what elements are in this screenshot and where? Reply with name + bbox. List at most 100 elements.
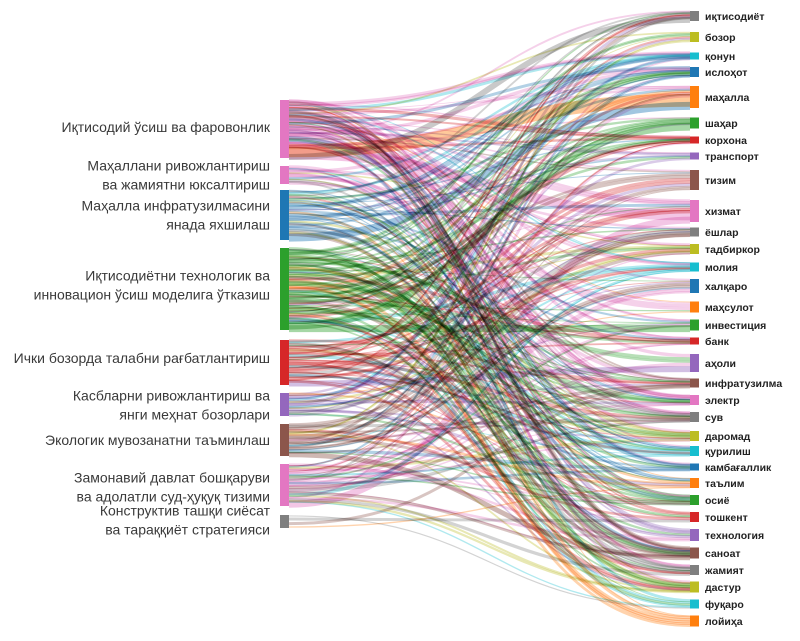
source-label: ва адолатли суд-ҳуқуқ тизими [77, 489, 270, 505]
source-label: Конструктив ташқи сиёсат [100, 503, 271, 519]
flow-link [288, 269, 691, 497]
flow-link [288, 16, 691, 160]
target-node-21 [690, 431, 699, 441]
source-label: Иқтисодий ўсиш ва фаровонлик [62, 119, 271, 135]
flow-link [288, 409, 691, 440]
source-node-4 [280, 340, 289, 385]
flow-link [288, 33, 691, 254]
flow-link [288, 138, 691, 256]
target-node-1 [690, 32, 699, 42]
flow-link [288, 397, 691, 591]
target-label: ислоҳот [705, 67, 747, 79]
target-node-28 [690, 547, 699, 559]
target-node-13 [690, 279, 699, 293]
flow-link [288, 34, 691, 255]
flow-link [288, 385, 691, 526]
target-node-32 [690, 615, 699, 627]
flow-link [288, 56, 691, 220]
target-node-31 [690, 599, 699, 609]
flow-link [288, 414, 691, 456]
target-node-26 [690, 512, 699, 522]
source-label: Иқтисодиётни технологик ва [85, 268, 270, 284]
source-label: Ички бозорда талабни рағбатлантириш [14, 350, 270, 366]
flow-link [288, 10, 691, 135]
source-label: ва тараққиёт стратегияси [105, 522, 270, 538]
target-label: инвестиция [705, 320, 766, 332]
target-label: дастур [705, 582, 741, 594]
source-node-6 [280, 424, 289, 456]
target-node-7 [690, 152, 699, 160]
target-node-18 [690, 378, 699, 388]
source-label: Маҳаллани ривожлантириш [87, 158, 270, 174]
target-label: технология [705, 530, 764, 542]
flow-link [288, 180, 691, 371]
flow-link [288, 74, 691, 448]
flow-link [288, 11, 691, 197]
target-node-16 [690, 337, 699, 345]
target-node-0 [690, 11, 699, 21]
target-node-12 [690, 262, 699, 272]
flow-link [288, 501, 691, 608]
target-node-19 [690, 395, 699, 405]
target-label: транспорт [705, 151, 759, 163]
target-node-9 [690, 200, 699, 222]
source-label: Экологик мувозанатни таъминлаш [45, 432, 270, 448]
flow-link [288, 257, 691, 341]
target-node-3 [690, 67, 699, 77]
source-node-5 [280, 393, 289, 416]
target-label: фуқаро [705, 599, 744, 611]
source-nodes: Иқтисодий ўсиш ва фаровонлик Маҳаллани ри… [14, 100, 289, 538]
target-label: даромад [705, 431, 751, 443]
flow-link [288, 343, 691, 487]
flow-link [288, 101, 691, 242]
flow-link [288, 137, 691, 173]
target-label: қурилиш [705, 446, 751, 458]
source-label: Замонавий давлат бошқаруви [74, 470, 270, 486]
target-node-17 [690, 354, 699, 372]
target-label: лойиҳа [705, 616, 743, 628]
source-label: ва жамиятни юксалтириш [102, 177, 270, 193]
flow-link [288, 498, 691, 576]
flow-link [288, 40, 691, 435]
target-label: тадбиркор [705, 244, 760, 256]
target-node-2 [690, 52, 699, 60]
source-label: янада яхшилаш [166, 217, 270, 233]
flow-link [288, 58, 691, 499]
target-node-6 [690, 136, 699, 144]
target-label: таълим [705, 478, 745, 490]
source-node-2 [280, 190, 289, 240]
flow-link [288, 270, 691, 498]
flow-link [288, 500, 691, 594]
target-label: сув [705, 412, 724, 424]
flow-link [288, 169, 691, 230]
target-node-30 [690, 581, 699, 593]
target-label: молия [705, 262, 738, 274]
target-label: аҳоли [705, 358, 736, 370]
source-node-1 [280, 166, 289, 184]
target-nodes: иқтисодиёт бозор қонун ислоҳот маҳалла шаҳар к… [690, 11, 782, 628]
flow-link [288, 235, 691, 446]
target-label: осиё [705, 495, 730, 507]
source-node-7 [280, 464, 289, 506]
target-label: иқтисодиёт [705, 11, 765, 23]
flow-link [288, 157, 691, 417]
target-label: жамият [704, 565, 744, 577]
target-label: ёшлар [705, 227, 739, 239]
flow-link [288, 74, 691, 414]
flow-link [288, 248, 691, 315]
target-label: хизмат [705, 206, 741, 218]
target-label: инфратузилма [705, 378, 782, 390]
source-node-3 [280, 248, 289, 330]
source-label: инновацион ўсиш моделига ўтказиш [34, 287, 270, 303]
flow-link [288, 452, 691, 561]
flow-link [288, 66, 691, 137]
flow-link [288, 291, 691, 492]
target-node-8 [690, 170, 699, 190]
target-label: бозор [705, 32, 736, 44]
target-node-20 [690, 412, 699, 422]
target-node-4 [690, 86, 699, 108]
flow-link [288, 276, 691, 343]
target-label: халқаро [705, 281, 747, 293]
target-label: корхона [705, 135, 747, 147]
